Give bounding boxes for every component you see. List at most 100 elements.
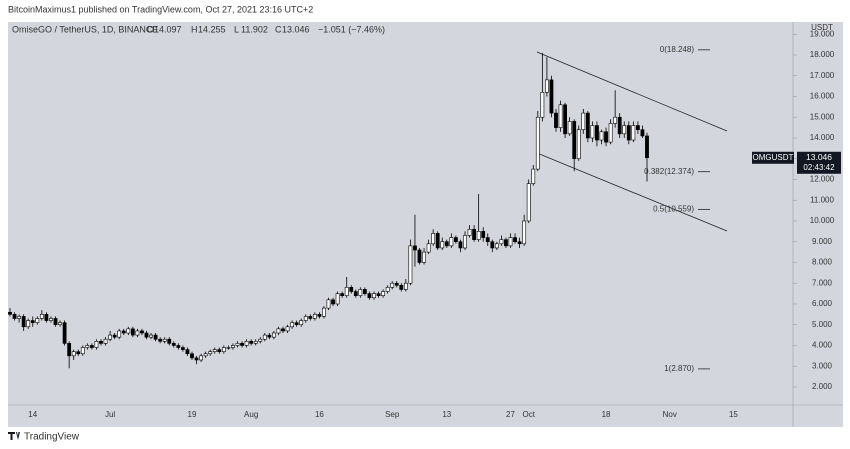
candle-body (381, 291, 386, 296)
candle-body (458, 241, 463, 249)
candle-body (326, 299, 331, 309)
candle-body (149, 334, 153, 338)
candle-body (494, 243, 499, 249)
candle-body (376, 293, 381, 296)
candle-body (554, 112, 558, 128)
candle-body (121, 330, 126, 334)
candle-body (572, 121, 577, 160)
candle-body (308, 316, 313, 319)
candle-body (613, 116, 618, 124)
candle-body (249, 341, 254, 344)
candle-body (231, 345, 235, 348)
candle-body (340, 293, 345, 296)
candle-body (94, 341, 99, 348)
candle-body (281, 328, 285, 332)
fib-label: 0.5(10.559) (653, 204, 694, 213)
candle-body (544, 79, 549, 93)
symbol-label: OMGUSDT (753, 153, 794, 162)
candle-body (117, 330, 122, 338)
y-tick-label: 6.000 (812, 299, 833, 308)
y-tick-label: 19.000 (810, 29, 835, 38)
candle-body (217, 349, 222, 352)
candle-body (344, 287, 349, 296)
x-tick-label: 13 (442, 410, 451, 419)
y-tick-label: 11.000 (810, 195, 834, 204)
y-tick-label: 2.000 (812, 382, 833, 391)
legend-letter: H (191, 24, 198, 34)
candle-body (130, 328, 135, 336)
candle-body (508, 237, 513, 247)
candle-body (590, 125, 595, 139)
candle-body (76, 351, 81, 355)
legend-letter: O (147, 24, 154, 34)
candle-body (640, 129, 645, 137)
candle-body (21, 316, 26, 328)
legend-letter: C (275, 24, 282, 34)
candle-body (185, 349, 190, 355)
y-tick-label: 16.000 (810, 92, 835, 101)
x-tick-label: 27 (506, 410, 515, 419)
candle-body (631, 125, 636, 141)
candle-body (244, 341, 249, 346)
x-tick-label: 18 (602, 410, 611, 419)
candle-body (167, 338, 172, 344)
x-tick-label: Sep (385, 410, 400, 419)
candle-body (8, 311, 12, 315)
candle-body (49, 318, 53, 321)
candle-body (513, 237, 517, 243)
candle-body (271, 332, 276, 338)
x-tick-label: Jul (105, 410, 115, 419)
fib-label: 0.382(12.374) (644, 167, 694, 176)
candle-body (199, 355, 204, 361)
y-tick-label: 9.000 (812, 237, 833, 246)
y-tick-label: 15.000 (810, 112, 835, 121)
candle-body (490, 241, 495, 249)
y-tick-label: 3.000 (812, 361, 833, 370)
candle-body (504, 239, 508, 247)
candle-body (58, 322, 62, 326)
channel-lower (536, 152, 728, 232)
candle-body (558, 104, 563, 128)
candle-body (35, 318, 40, 323)
candle-body (158, 338, 163, 342)
countdown: 02:43:42 (803, 163, 835, 172)
candle-body (567, 121, 572, 135)
y-tick-label: 18.000 (810, 50, 835, 59)
candle-body (285, 326, 290, 332)
legend-value: 14.255 (198, 24, 226, 34)
candle-body (453, 237, 458, 243)
candle-body (476, 231, 481, 240)
candle-body (176, 345, 181, 348)
candle-body (80, 347, 85, 355)
candle-body (599, 131, 604, 141)
candle-body (349, 287, 354, 292)
candle-body (317, 314, 322, 317)
candle-body (399, 284, 404, 290)
candle-body (485, 237, 490, 243)
fib-label: 1(2.870) (664, 364, 694, 373)
candle-body (358, 289, 363, 296)
candle-body (312, 314, 317, 319)
y-tick-label: 7.000 (812, 278, 833, 287)
candle-body (322, 307, 326, 317)
candle-body (71, 351, 76, 357)
candle-body (212, 349, 217, 352)
candle-body (276, 328, 281, 334)
candle-body (294, 322, 299, 326)
y-tick-label: 4.000 (812, 341, 833, 350)
candle-body (390, 282, 395, 288)
candle-body (12, 314, 17, 319)
x-tick-label: Oct (522, 410, 535, 419)
candle-body (385, 287, 390, 292)
candle-body (208, 351, 213, 355)
footer: TradingView (24, 432, 80, 443)
candle-body (463, 235, 467, 249)
candle-body (44, 314, 49, 321)
legend-letter: L (234, 24, 239, 34)
candle-body (522, 220, 527, 245)
candle-body (431, 233, 436, 245)
candle-body (608, 123, 613, 143)
candle-body (394, 282, 399, 286)
candle-body (353, 291, 358, 296)
